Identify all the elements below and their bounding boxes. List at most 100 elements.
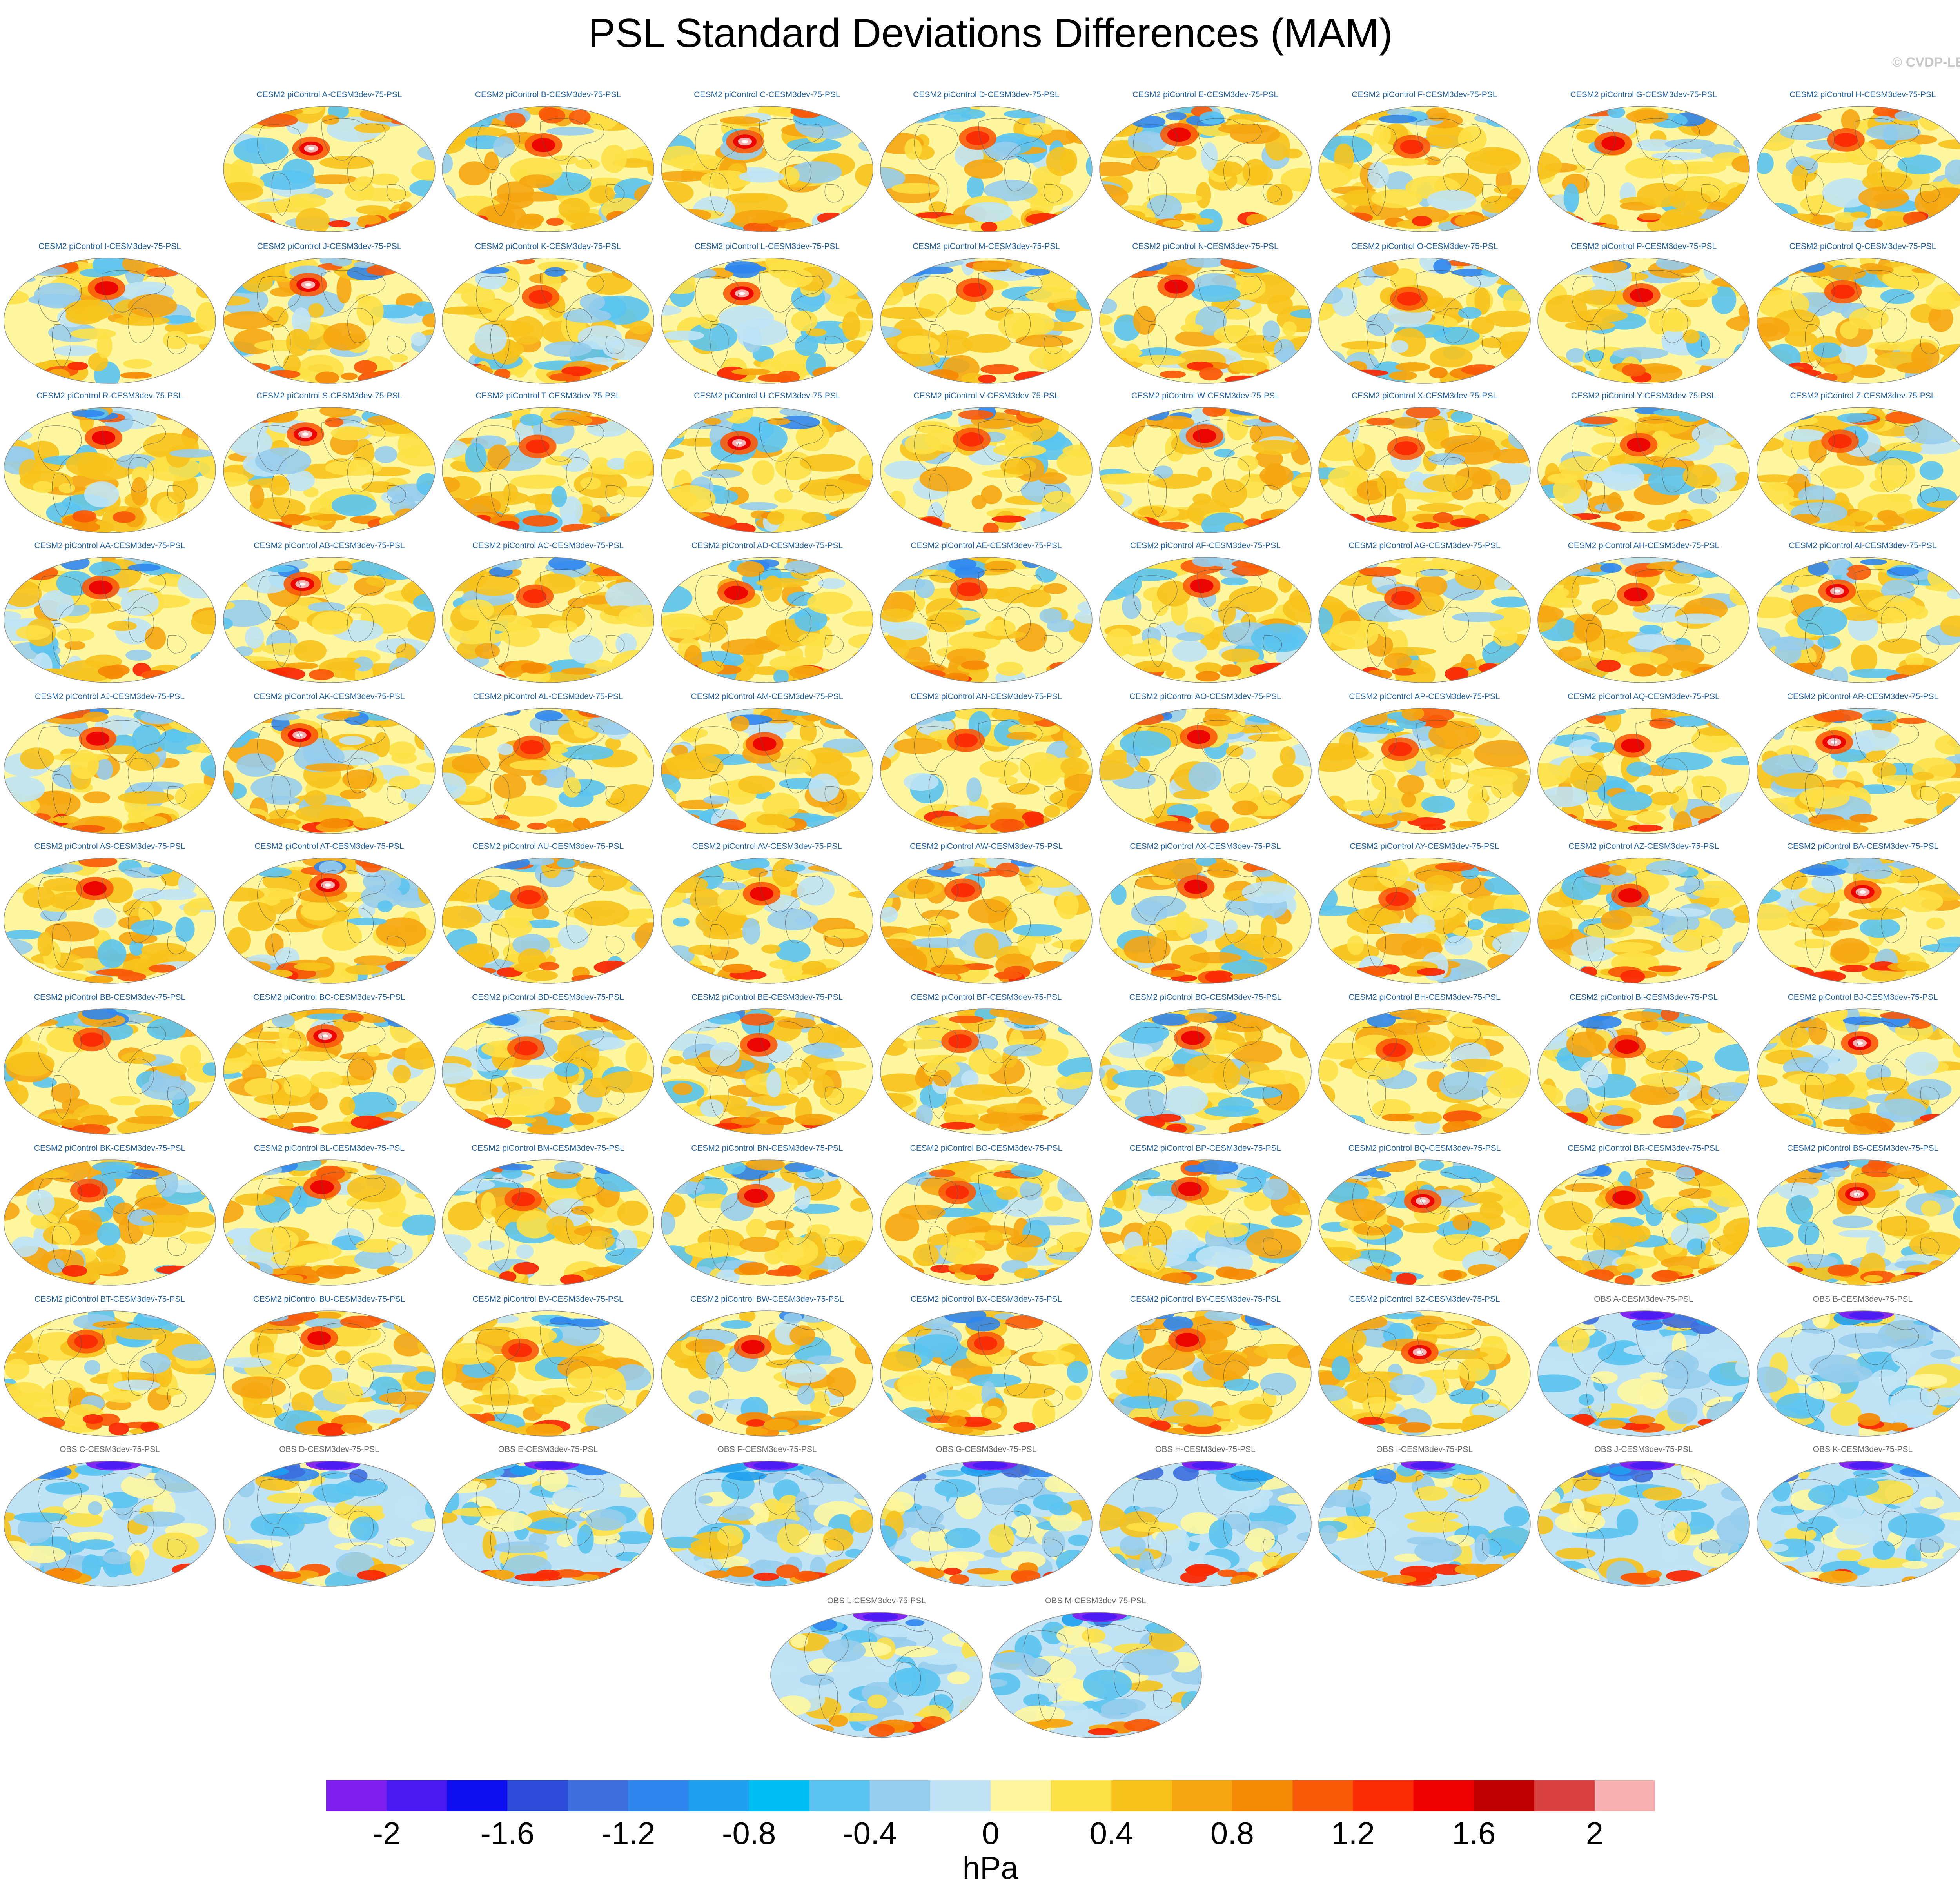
map-panel: CESM2 piControl BU-CESM3dev-75-PSL — [220, 1293, 439, 1442]
panel-title: CESM2 piControl BG-CESM3dev-75-PSL — [1129, 993, 1282, 1002]
panel-title: OBS B-CESM3dev-75-PSL — [1813, 1295, 1913, 1304]
map-panel: CESM2 piControl N-CESM3dev-75-PSL — [1096, 240, 1315, 389]
global-map — [1757, 258, 1960, 384]
global-map — [1537, 106, 1750, 232]
panel-title: CESM2 piControl BE-CESM3dev-75-PSL — [691, 993, 843, 1002]
panel-title: OBS C-CESM3dev-75-PSL — [60, 1445, 160, 1454]
map-panel: CESM2 piControl AR-CESM3dev-75-PSL — [1753, 690, 1960, 839]
global-map — [1537, 407, 1750, 533]
colorbar-tick-label: -2 — [372, 1816, 401, 1851]
global-map — [1099, 1008, 1312, 1135]
panel-title: CESM2 piControl BH-CESM3dev-75-PSL — [1348, 993, 1501, 1002]
copyright-label: © CVDP-LE — [1892, 55, 1960, 70]
global-map — [223, 858, 436, 984]
panel-title: CESM2 piControl BF-CESM3dev-75-PSL — [911, 993, 1062, 1002]
global-map — [1537, 1159, 1750, 1286]
map-panel: CESM2 piControl L-CESM3dev-75-PSL — [657, 240, 877, 389]
map-panel: CESM2 piControl AI-CESM3dev-75-PSL — [1753, 539, 1960, 688]
panel-title: CESM2 piControl AT-CESM3dev-75-PSL — [254, 842, 404, 851]
panel-title: CESM2 piControl BA-CESM3dev-75-PSL — [1787, 842, 1939, 851]
map-panel: CESM2 piControl AE-CESM3dev-75-PSL — [877, 539, 1096, 688]
map-panel: CESM2 piControl V-CESM3dev-75-PSL — [877, 389, 1096, 538]
map-panel: CESM2 piControl BE-CESM3dev-75-PSL — [657, 991, 877, 1140]
map-panel: CESM2 piControl AZ-CESM3dev-75-PSL — [1534, 840, 1753, 989]
global-map — [661, 106, 873, 232]
map-panel: CESM2 piControl BH-CESM3dev-75-PSL — [1315, 991, 1534, 1140]
global-map — [1318, 1461, 1531, 1587]
panel-title: OBS K-CESM3dev-75-PSL — [1813, 1445, 1913, 1454]
panel-title: OBS H-CESM3dev-75-PSL — [1155, 1445, 1256, 1454]
colorbar-swatch — [749, 1780, 810, 1811]
global-map — [442, 557, 654, 683]
global-map — [4, 557, 216, 683]
panel-title: CESM2 piControl R-CESM3dev-75-PSL — [36, 391, 183, 400]
colorbar-tick-label: -0.8 — [722, 1816, 776, 1851]
colorbar-swatch — [628, 1780, 689, 1811]
global-map — [880, 858, 1093, 984]
map-panel: CESM2 piControl BX-CESM3dev-75-PSL — [877, 1293, 1096, 1442]
map-panel: CESM2 piControl BK-CESM3dev-75-PSL — [0, 1142, 220, 1291]
map-panel: CESM2 piControl AU-CESM3dev-75-PSL — [438, 840, 658, 989]
global-map — [223, 1310, 436, 1437]
global-map — [1099, 1159, 1312, 1286]
panel-title: CESM2 piControl Z-CESM3dev-75-PSL — [1790, 391, 1936, 400]
map-panel: CESM2 piControl BP-CESM3dev-75-PSL — [1096, 1142, 1315, 1291]
panel-title: CESM2 piControl AA-CESM3dev-75-PSL — [34, 541, 185, 550]
map-panel: CESM2 piControl AQ-CESM3dev-75-PSL — [1534, 690, 1753, 839]
panel-title: CESM2 piControl X-CESM3dev-75-PSL — [1351, 391, 1498, 400]
panel-title: CESM2 piControl B-CESM3dev-75-PSL — [475, 90, 621, 99]
map-panel: CESM2 piControl AJ-CESM3dev-75-PSL — [0, 690, 220, 839]
panel-title: CESM2 piControl BI-CESM3dev-75-PSL — [1569, 993, 1718, 1002]
panel-title: CESM2 piControl AM-CESM3dev-75-PSL — [691, 692, 844, 701]
map-panel: CESM2 piControl H-CESM3dev-75-PSL — [1753, 88, 1960, 237]
map-panel: CESM2 piControl AM-CESM3dev-75-PSL — [657, 690, 877, 839]
panel-title: OBS I-CESM3dev-75-PSL — [1376, 1445, 1473, 1454]
colorbar-swatch — [1292, 1780, 1354, 1811]
colorbar-tick-label: 0.8 — [1210, 1816, 1254, 1851]
panel-title: CESM2 piControl AR-CESM3dev-75-PSL — [1787, 692, 1939, 701]
panel-title: OBS G-CESM3dev-75-PSL — [936, 1445, 1037, 1454]
map-panel: OBS F-CESM3dev-75-PSL — [657, 1443, 877, 1592]
colorbar-swatch — [568, 1780, 629, 1811]
map-panel: CESM2 piControl W-CESM3dev-75-PSL — [1096, 389, 1315, 538]
global-map — [4, 1461, 216, 1587]
colorbar-swatch — [1534, 1780, 1595, 1811]
global-map — [880, 106, 1093, 232]
map-panel: CESM2 piControl BL-CESM3dev-75-PSL — [220, 1142, 439, 1291]
map-panel: CESM2 piControl AY-CESM3dev-75-PSL — [1315, 840, 1534, 989]
panel-title: OBS J-CESM3dev-75-PSL — [1594, 1445, 1693, 1454]
global-map — [1318, 1310, 1531, 1437]
panel-title: CESM2 piControl BC-CESM3dev-75-PSL — [253, 993, 405, 1002]
panel-title: CESM2 piControl F-CESM3dev-75-PSL — [1352, 90, 1497, 99]
global-map — [880, 1008, 1093, 1135]
global-map — [442, 1461, 654, 1587]
panel-title: CESM2 piControl L-CESM3dev-75-PSL — [695, 242, 840, 251]
panel-title: CESM2 piControl W-CESM3dev-75-PSL — [1131, 391, 1279, 400]
global-map — [1757, 106, 1960, 232]
global-map — [442, 1159, 654, 1286]
colorbar-swatch — [930, 1780, 991, 1811]
colorbar-tick-label: 0 — [982, 1816, 1000, 1851]
global-map — [223, 708, 436, 834]
panel-title: CESM2 piControl AB-CESM3dev-75-PSL — [254, 541, 405, 550]
map-panel: CESM2 piControl BD-CESM3dev-75-PSL — [438, 991, 658, 1140]
map-panel: CESM2 piControl BS-CESM3dev-75-PSL — [1753, 1142, 1960, 1291]
map-panel: CESM2 piControl BW-CESM3dev-75-PSL — [657, 1293, 877, 1442]
colorbar-swatch — [447, 1780, 508, 1811]
colorbar-swatch — [1474, 1780, 1535, 1811]
global-map — [1099, 557, 1312, 683]
map-panel: CESM2 piControl BZ-CESM3dev-75-PSL — [1315, 1293, 1534, 1442]
map-panel: CESM2 piControl AS-CESM3dev-75-PSL — [0, 840, 220, 989]
panel-title: CESM2 piControl AZ-CESM3dev-75-PSL — [1568, 842, 1719, 851]
map-panel: CESM2 piControl AL-CESM3dev-75-PSL — [438, 690, 658, 839]
panel-title: CESM2 piControl AU-CESM3dev-75-PSL — [472, 842, 624, 851]
panel-title: CESM2 piControl Y-CESM3dev-75-PSL — [1571, 391, 1716, 400]
map-panel: OBS M-CESM3dev-75-PSL — [986, 1594, 1205, 1743]
panel-title: CESM2 piControl AY-CESM3dev-75-PSL — [1350, 842, 1499, 851]
map-panel: CESM2 piControl J-CESM3dev-75-PSL — [220, 240, 439, 389]
colorbar-swatch — [1413, 1780, 1474, 1811]
map-panel: CESM2 piControl AV-CESM3dev-75-PSL — [657, 840, 877, 989]
colorbar-tick-label: -0.4 — [842, 1816, 897, 1851]
map-panel: CESM2 piControl AC-CESM3dev-75-PSL — [438, 539, 658, 688]
map-panel: CESM2 piControl B-CESM3dev-75-PSL — [438, 88, 658, 237]
